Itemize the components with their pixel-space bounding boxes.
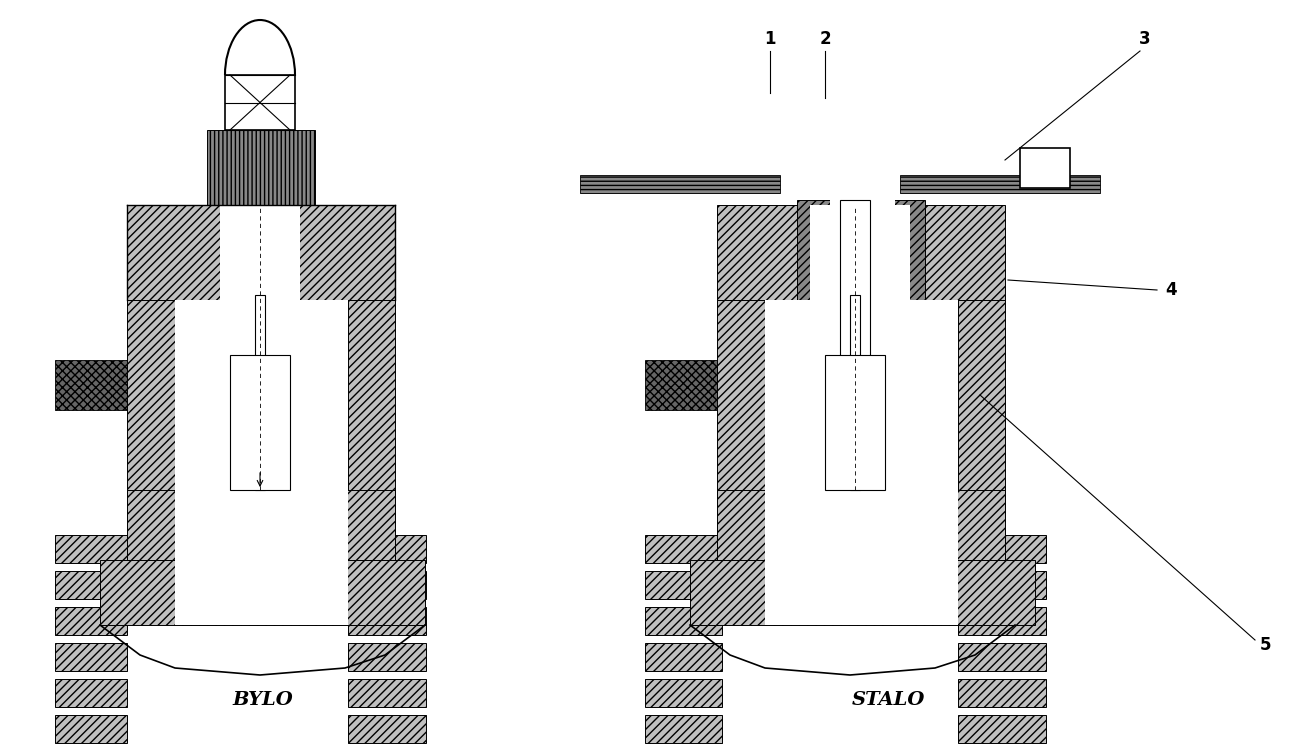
Bar (348, 679, 426, 707)
Bar (1020, 148, 1070, 188)
Bar (840, 200, 871, 360)
Bar (644, 679, 722, 707)
Bar (206, 130, 316, 205)
Bar (644, 643, 722, 671)
Text: BYLO: BYLO (233, 691, 293, 709)
Bar (55, 607, 128, 635)
Bar (100, 560, 425, 625)
Bar (348, 535, 426, 563)
Bar (55, 715, 128, 743)
Bar (959, 571, 1045, 599)
Bar (220, 205, 300, 300)
Text: 1: 1 (764, 30, 776, 48)
Bar (175, 490, 348, 560)
Bar (959, 300, 1005, 560)
Bar (55, 535, 128, 563)
Bar (348, 300, 394, 560)
Bar (644, 607, 722, 635)
Bar (849, 295, 860, 490)
Bar (765, 560, 959, 625)
Bar (810, 205, 910, 300)
Bar (128, 560, 394, 590)
Bar (128, 300, 175, 560)
Bar (644, 571, 722, 599)
Bar (128, 205, 394, 300)
Text: 5: 5 (1260, 636, 1272, 654)
Bar (825, 355, 885, 490)
Bar (899, 175, 1101, 193)
Bar (230, 355, 291, 490)
Bar (830, 200, 896, 300)
Bar (959, 535, 1045, 563)
Bar (55, 360, 128, 410)
Bar (175, 560, 348, 625)
Bar (255, 295, 266, 490)
Text: 4: 4 (1165, 281, 1177, 299)
Bar (717, 490, 1005, 560)
Bar (959, 643, 1045, 671)
Bar (959, 679, 1045, 707)
Bar (225, 75, 295, 130)
Bar (690, 560, 1035, 625)
Bar (348, 607, 426, 635)
Bar (348, 715, 426, 743)
Bar (959, 607, 1045, 635)
Bar (717, 560, 1005, 590)
Bar (765, 490, 959, 560)
Bar (717, 205, 1005, 300)
Bar (348, 571, 426, 599)
Bar (175, 300, 348, 490)
Bar (959, 715, 1045, 743)
Text: STALO: STALO (851, 691, 924, 709)
Bar (55, 679, 128, 707)
Bar (128, 490, 394, 560)
Bar (785, 560, 928, 590)
Bar (717, 300, 765, 560)
Text: 3: 3 (1139, 30, 1151, 48)
Bar (644, 535, 722, 563)
Bar (765, 300, 959, 490)
Text: 2: 2 (819, 30, 831, 48)
Bar (348, 643, 426, 671)
Bar (55, 643, 128, 671)
Bar (580, 175, 780, 193)
Bar (195, 560, 327, 590)
Bar (644, 715, 722, 743)
Bar (797, 200, 924, 300)
Bar (644, 360, 717, 410)
Bar (55, 571, 128, 599)
